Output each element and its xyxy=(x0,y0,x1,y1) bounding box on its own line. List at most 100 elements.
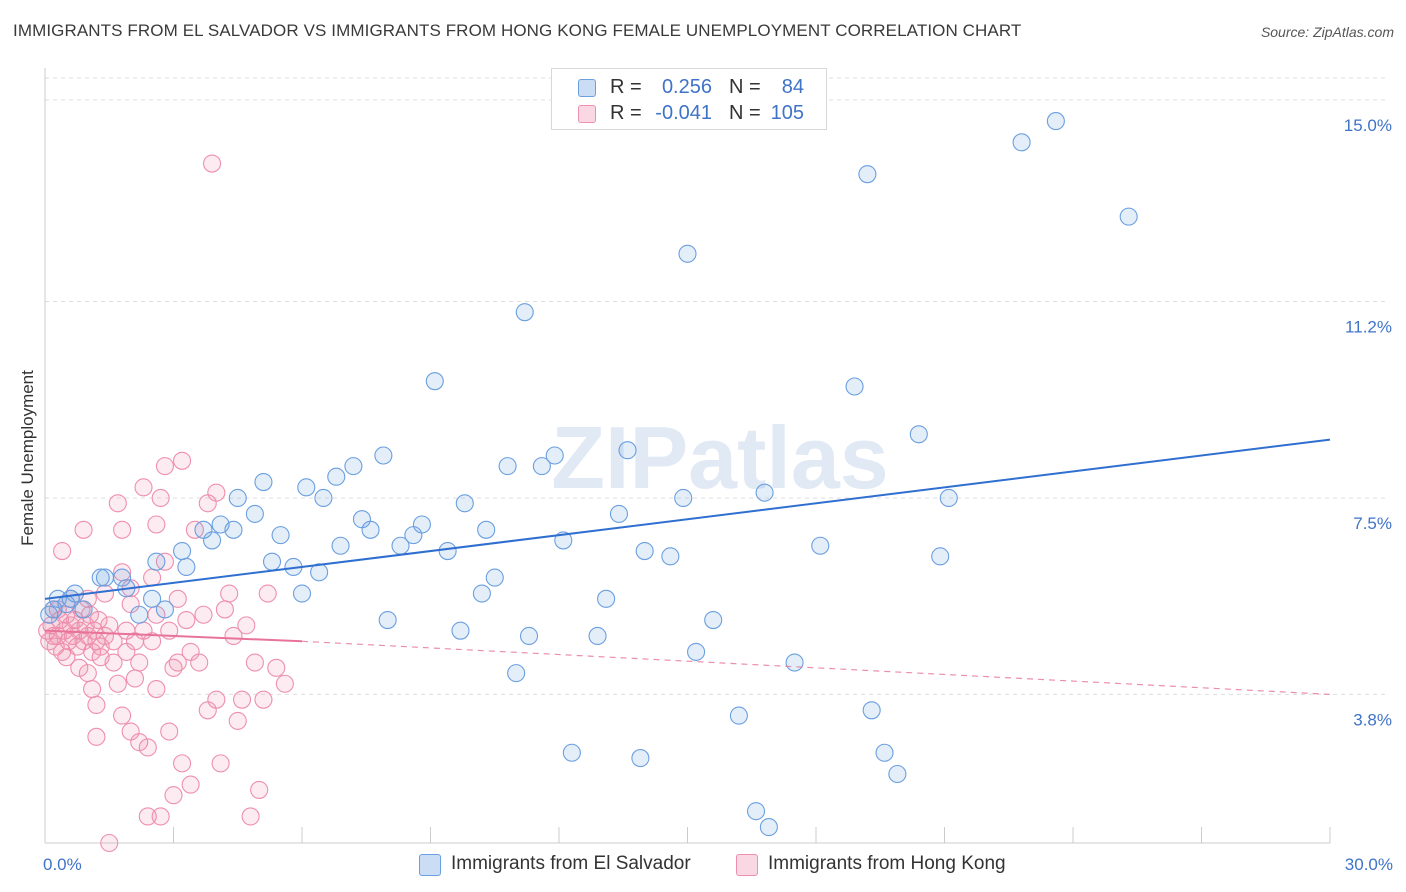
data-point xyxy=(108,494,127,513)
data-point xyxy=(181,775,200,794)
data-point xyxy=(845,377,864,396)
r-value: -0.041 xyxy=(655,102,712,124)
data-point xyxy=(661,547,680,566)
data-point xyxy=(220,584,239,603)
legend-swatch-blue xyxy=(419,854,441,876)
n-value: 105 xyxy=(770,102,804,124)
data-point xyxy=(83,642,102,661)
data-point xyxy=(57,648,76,667)
data-point xyxy=(232,690,252,709)
data-point xyxy=(143,568,162,587)
data-point xyxy=(147,680,166,699)
trend-line xyxy=(44,629,303,643)
data-point xyxy=(412,515,431,534)
data-point xyxy=(173,541,192,561)
trend-line-extension xyxy=(301,640,1331,695)
data-point xyxy=(95,568,115,587)
data-point xyxy=(554,531,573,550)
data-point xyxy=(755,483,774,502)
y-tick-label: 11.2% xyxy=(1345,318,1392,337)
data-point xyxy=(53,541,72,561)
data-point xyxy=(674,488,693,508)
data-point xyxy=(704,611,723,630)
data-point xyxy=(310,563,329,582)
data-point xyxy=(61,589,80,608)
data-point xyxy=(168,589,187,608)
data-point xyxy=(113,568,132,587)
data-point xyxy=(104,653,123,672)
x-tick-label: 30.0% xyxy=(1345,855,1393,874)
data-point xyxy=(87,695,106,715)
data-point xyxy=(532,457,551,476)
data-point xyxy=(271,526,290,545)
data-point xyxy=(1012,133,1031,152)
data-point xyxy=(100,833,119,853)
data-point xyxy=(687,642,706,661)
data-point xyxy=(203,531,222,550)
data-point xyxy=(609,504,629,523)
data-point xyxy=(519,626,539,646)
data-point xyxy=(297,478,316,497)
data-point xyxy=(729,706,748,725)
data-point xyxy=(378,611,397,630)
data-point xyxy=(87,727,106,746)
legend-swatch-pink xyxy=(578,105,596,123)
n-label: N = xyxy=(729,76,761,98)
data-point xyxy=(811,536,830,555)
data-point xyxy=(507,664,526,683)
data-point xyxy=(228,711,247,730)
data-point xyxy=(224,626,243,646)
chart-title: IMMIGRANTS FROM EL SALVADOR VS IMMIGRANT… xyxy=(13,21,1022,40)
data-point xyxy=(95,626,115,646)
y-tick-label: 7.5% xyxy=(1353,514,1392,533)
data-point xyxy=(314,488,333,508)
data-point xyxy=(597,589,616,608)
data-point xyxy=(515,303,534,322)
data-point xyxy=(254,472,273,492)
data-point xyxy=(91,568,110,587)
data-point xyxy=(70,658,89,677)
data-point xyxy=(173,451,192,470)
data-point xyxy=(631,749,650,768)
data-point xyxy=(215,600,234,619)
data-point xyxy=(130,733,149,752)
legend-label: Immigrants from Hong Kong xyxy=(768,853,1006,874)
data-point xyxy=(1046,112,1065,131)
data-point xyxy=(451,621,470,640)
data-point xyxy=(207,690,226,709)
data-point xyxy=(374,446,393,465)
data-point xyxy=(931,547,950,566)
data-point xyxy=(228,488,247,508)
data-point xyxy=(678,244,697,263)
data-point xyxy=(241,807,260,826)
data-point xyxy=(344,457,363,476)
data-point xyxy=(48,600,67,619)
correlation-legend: R = 0.256 N = 84 R = -0.041 N = 105 xyxy=(551,68,827,130)
data-point xyxy=(485,568,504,587)
data-point xyxy=(888,764,907,784)
data-point xyxy=(545,446,564,465)
y-tick-label: 15.0% xyxy=(1344,116,1392,135)
r-label: R = xyxy=(610,76,642,98)
data-point xyxy=(203,154,222,173)
data-point xyxy=(177,611,196,630)
n-value: 84 xyxy=(781,76,804,98)
data-point xyxy=(134,478,153,497)
data-point xyxy=(250,780,269,799)
y-axis-label: Female Unemployment xyxy=(18,370,37,546)
tick-labels: 3.8% 7.5% 11.2% 15.0% 0.0% 30.0% xyxy=(43,116,1393,874)
data-point xyxy=(164,786,183,805)
data-point xyxy=(125,669,144,688)
series-el-salvador-points xyxy=(40,112,1138,837)
data-point xyxy=(168,653,187,672)
data-point xyxy=(635,541,654,561)
data-point xyxy=(155,457,174,476)
data-point xyxy=(130,653,149,672)
data-point xyxy=(160,722,179,741)
data-point xyxy=(292,584,312,603)
y-tick-label: 3.8% xyxy=(1353,710,1392,729)
data-point xyxy=(173,754,192,773)
data-point xyxy=(190,653,209,672)
data-point xyxy=(498,457,517,476)
